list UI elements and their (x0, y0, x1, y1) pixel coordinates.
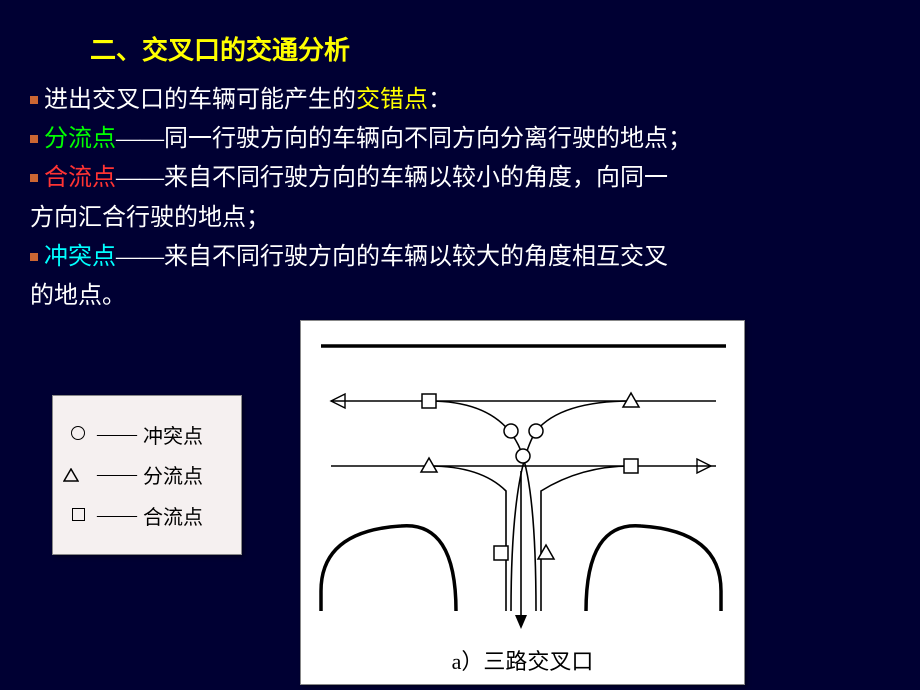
intro-prefix: 进出交叉口的车辆可能产生的 (44, 87, 356, 113)
bullet-icon (30, 135, 38, 143)
legend-dash: —— (97, 504, 137, 527)
diverge-text: ——同一行驶方向的车辆向不同方向分离行驶的地点； (116, 126, 692, 152)
bullet-icon (30, 253, 38, 261)
bullet-icon (30, 174, 38, 182)
legend-dash: —— (97, 423, 137, 446)
legend-diverge: —— 分流点 (63, 460, 231, 489)
section-title: 二、交叉口的交通分析 (0, 0, 920, 67)
point-conflict-cont: 的地点。 (30, 278, 890, 315)
diverge-keyword: 分流点 (44, 126, 116, 152)
conflict-text-b: 的地点。 (30, 283, 126, 309)
legend-merge-label: 合流点 (137, 501, 203, 530)
merge-text-a: ——来自不同行驶方向的车辆以较小的角度，向同一 (116, 165, 668, 191)
legend-conflict: —— 冲突点 (63, 420, 231, 449)
intersection-diagram: a）三路交叉口 (300, 320, 745, 685)
conflict-keyword: 冲突点 (44, 244, 116, 270)
legend-dash: —— (97, 463, 137, 486)
diagram-caption: a）三路交叉口 (301, 644, 744, 676)
point-diverge: 分流点——同一行驶方向的车辆向不同方向分离行驶的地点； (30, 121, 890, 158)
circle-icon (63, 423, 93, 446)
legend-diverge-label: 分流点 (137, 460, 203, 489)
point-merge: 合流点——来自不同行驶方向的车辆以较小的角度，向同一 (30, 160, 890, 197)
legend-merge: —— 合流点 (63, 501, 231, 530)
legend-box: —— 冲突点 —— 分流点 —— 合流点 (52, 395, 242, 555)
square-icon (63, 504, 93, 527)
point-merge-cont: 方向汇合行驶的地点； (30, 200, 890, 237)
merge-text-b: 方向汇合行驶的地点； (30, 205, 270, 231)
intro-line: 进出交叉口的车辆可能产生的交错点： (30, 82, 890, 119)
point-conflict: 冲突点——来自不同行驶方向的车辆以较大的角度相互交叉 (30, 239, 890, 276)
diagram-svg (301, 321, 746, 641)
text-content: 进出交叉口的车辆可能产生的交错点： 分流点——同一行驶方向的车辆向不同方向分离行… (0, 67, 920, 315)
conflict-text-a: ——来自不同行驶方向的车辆以较大的角度相互交叉 (116, 244, 668, 270)
triangle-icon (63, 468, 93, 482)
merge-keyword: 合流点 (44, 165, 116, 191)
bullet-icon (30, 96, 38, 104)
intro-keyword: 交错点 (356, 87, 428, 113)
intro-suffix: ： (428, 87, 452, 113)
legend-conflict-label: 冲突点 (137, 420, 203, 449)
